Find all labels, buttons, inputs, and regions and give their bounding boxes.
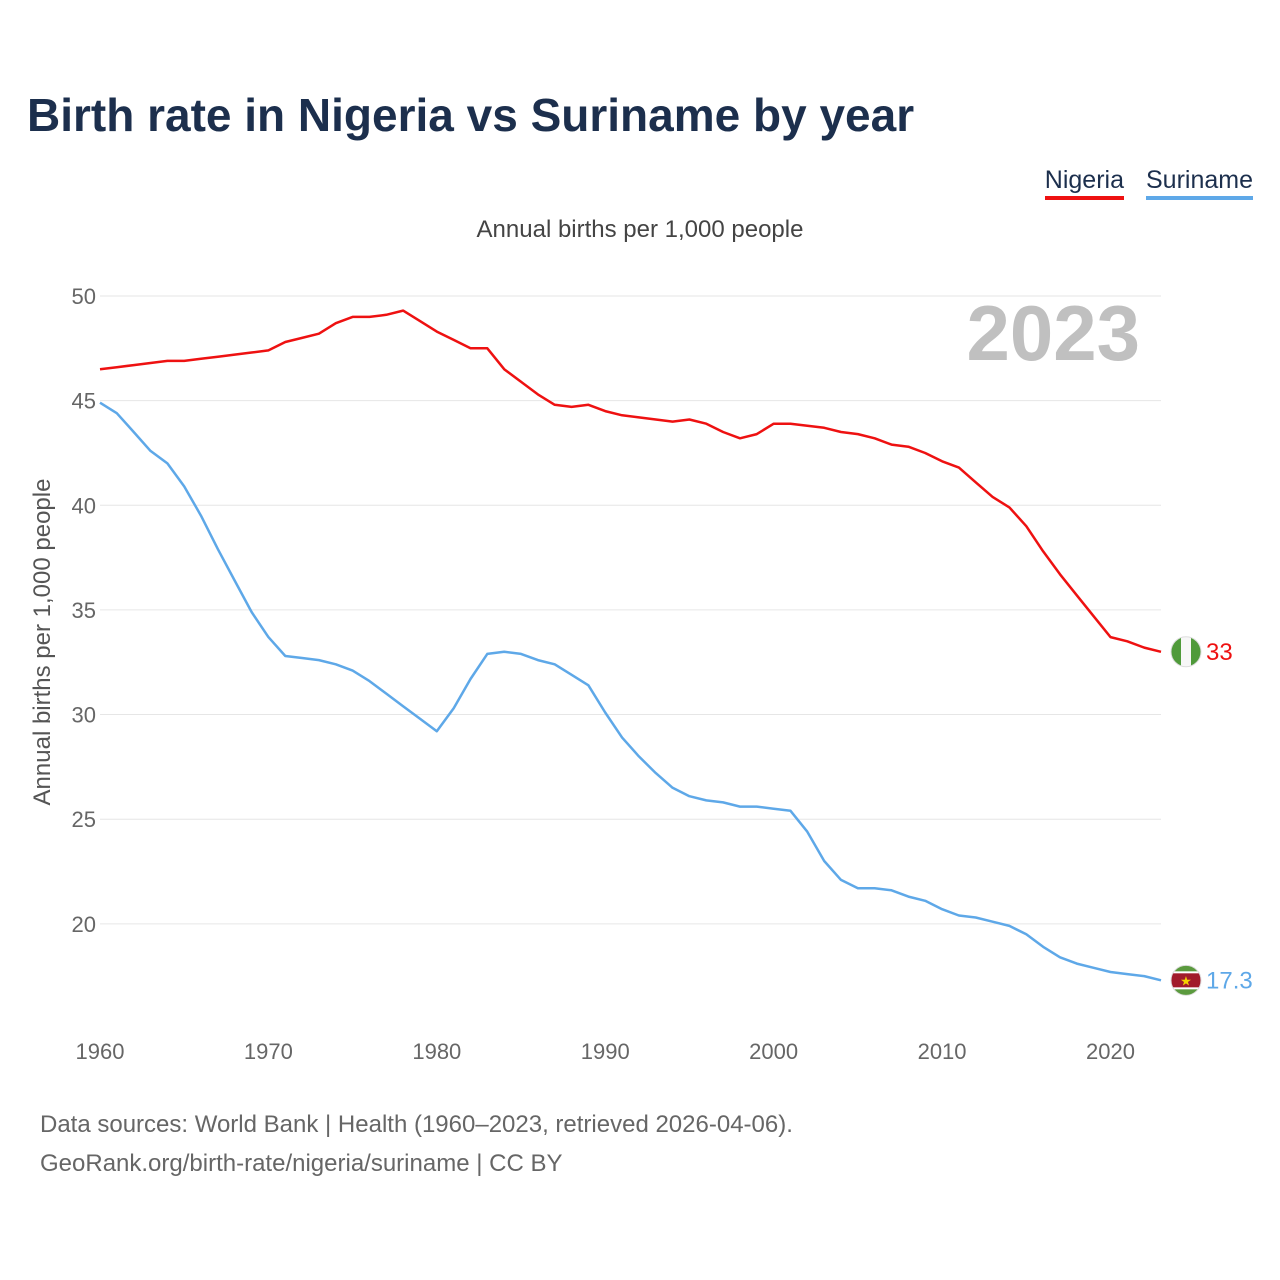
- x-tick-label-2020: 2020: [1086, 1039, 1135, 1064]
- current-year-label: 2023: [966, 289, 1140, 377]
- chart-subtitle: Annual births per 1,000 people: [476, 216, 804, 243]
- chart-title: Birth rate in Nigeria vs Suriname by yea…: [27, 89, 915, 141]
- legend-item-nigeria[interactable]: Nigeria: [1044, 166, 1124, 200]
- footer-url[interactable]: GeoRank.org/birth-rate/nigeria/suriname …: [40, 1150, 563, 1177]
- end-value-label-suriname: 17.3: [1206, 967, 1253, 994]
- legend-item-suriname[interactable]: Suriname: [1146, 166, 1253, 200]
- y-tick-label-40: 40: [72, 493, 96, 518]
- legend: Nigeria Suriname: [1044, 166, 1253, 200]
- end-value-label-nigeria: 33: [1206, 639, 1233, 666]
- series-line-nigeria[interactable]: [99, 309, 1162, 654]
- x-tick-label-2010: 2010: [918, 1039, 967, 1064]
- y-tick-label-50: 50: [72, 284, 96, 309]
- y-tick-label-20: 20: [72, 912, 96, 937]
- series-line-suriname[interactable]: [99, 401, 1162, 982]
- footer: Data sources: World Bank | Health (1960–…: [40, 1105, 793, 1183]
- x-tick-label-1990: 1990: [581, 1039, 630, 1064]
- x-tick-label-1980: 1980: [412, 1039, 461, 1064]
- svg-text:★: ★: [1180, 974, 1192, 989]
- x-tick-label-2000: 2000: [749, 1039, 798, 1064]
- x-tick-label-1960: 1960: [76, 1039, 125, 1064]
- y-tick-label-35: 35: [72, 598, 96, 623]
- y-tick-label-30: 30: [72, 703, 96, 728]
- y-axis-label: Annual births per 1,000 people: [29, 479, 56, 806]
- x-tick-label-1970: 1970: [244, 1039, 293, 1064]
- y-tick-label-25: 25: [72, 807, 96, 832]
- nigeria-flag-icon: [1170, 636, 1202, 668]
- footer-sources: Data sources: World Bank | Health (1960–…: [40, 1111, 793, 1138]
- suriname-flag-icon: ★: [1170, 964, 1202, 996]
- y-tick-label-45: 45: [72, 389, 96, 414]
